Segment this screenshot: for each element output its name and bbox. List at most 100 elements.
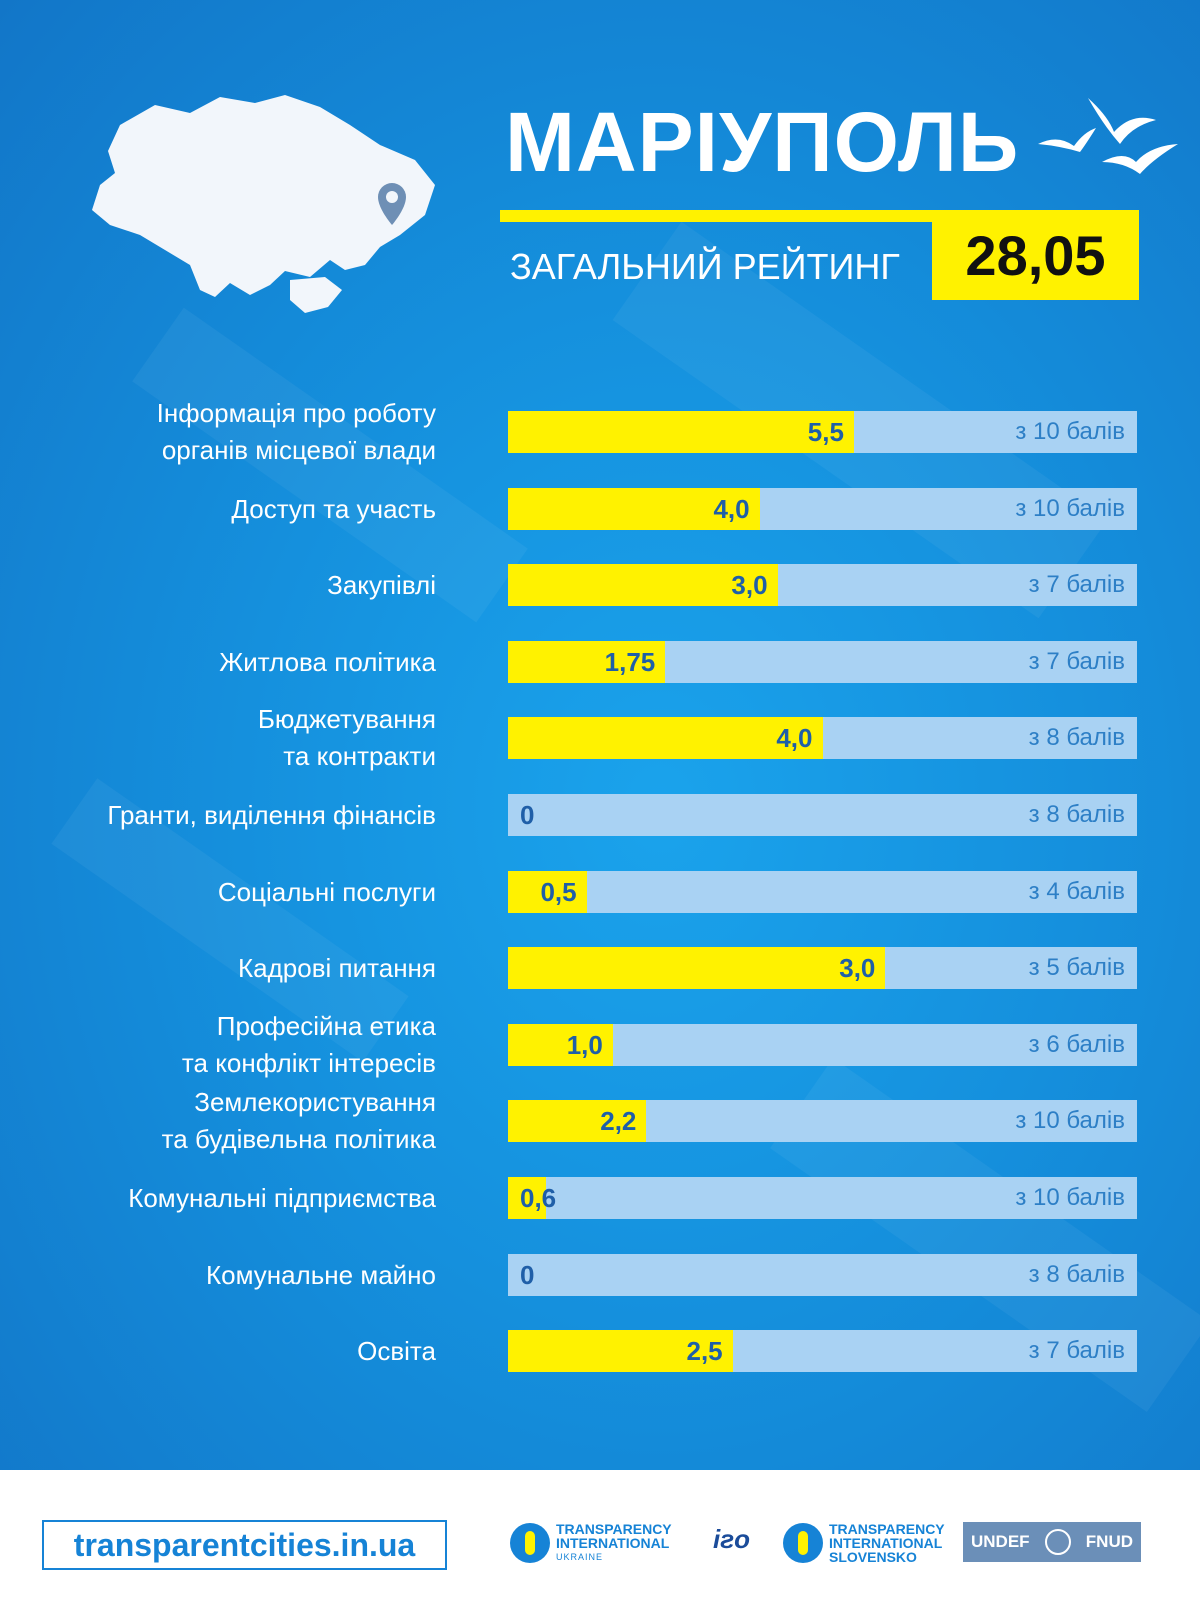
location-pin-icon	[378, 183, 406, 225]
category-label-line: Соціальні послуги	[217, 876, 436, 907]
bar-value-label: 1,75	[604, 647, 656, 677]
bar-max-label: з 8 балів	[1028, 801, 1125, 828]
rating-bar-chart: Інформація про роботу органів місцевої вл…	[0, 395, 1137, 1372]
transparency-international-slovensko-logo[interactable]: TRANSPARENCY INTERNATIONAL SLOVENSKO	[783, 1522, 945, 1564]
bar-value-label: 2,2	[600, 1106, 637, 1136]
category-label-line: та будівельна політика	[161, 1124, 436, 1154]
bar-track: 4,0 з 10 балів	[508, 488, 1137, 530]
category-label: Житлова політика	[0, 644, 436, 681]
category-label-line: Інформація про роботу	[156, 398, 436, 428]
bar	[508, 1100, 647, 1142]
category-label: Освіта	[0, 1333, 436, 1370]
category-label: Професійна етика та конфлікт інтересів	[0, 1008, 436, 1082]
ti-slovensko-line1: TRANSPARENCY	[829, 1521, 945, 1537]
category-label: Кадрові питання	[0, 950, 436, 987]
undef-left-text: UNDEF	[971, 1532, 1030, 1551]
bar-value-label: 0	[520, 800, 535, 830]
bar	[508, 1024, 613, 1066]
bar-max-label: з 10 балів	[1015, 1184, 1125, 1211]
bar-track: 3,0 з 7 балів	[508, 564, 1137, 606]
bar	[508, 488, 760, 530]
bar-max-label: з 10 балів	[1015, 418, 1125, 445]
category-label-line: Освіта	[357, 1335, 436, 1366]
category-label-line: Бюджетування	[257, 704, 436, 734]
category-label: Закупівлі	[0, 567, 436, 604]
rating-underline	[500, 210, 940, 222]
ti-slovensko-line3: SLOVENSKO	[829, 1549, 917, 1565]
category-label-line: Гранти, виділення фінансів	[107, 799, 436, 830]
bar-track: 2,2 з 10 балів	[508, 1100, 1137, 1142]
bar-track: 0 з 8 балів	[508, 1254, 1137, 1296]
bar	[508, 947, 886, 989]
ti-slovensko-line2: INTERNATIONAL	[829, 1535, 943, 1551]
bar-track: 1,0 з 6 балів	[508, 1024, 1137, 1066]
footer: transparentcities.in.ua TRANSPARENCY INT…	[0, 1470, 1200, 1615]
bar-value-label: 0,6	[520, 1183, 557, 1213]
bar-value-label: 3,0	[731, 570, 768, 600]
website-link[interactable]: transparentcities.in.ua	[42, 1520, 447, 1570]
bar-value-label: 4,0	[713, 494, 750, 524]
bar-value-label: 3,0	[839, 953, 876, 983]
category-label-line: та конфлікт інтересів	[181, 1048, 436, 1078]
category-label-line: Кадрові питання	[238, 952, 436, 983]
bar	[508, 1330, 733, 1372]
bar-track: 0,5 з 4 балів	[508, 871, 1137, 913]
ukraine-map-icon	[92, 95, 435, 313]
city-title: МАРІУПОЛЬ	[505, 95, 1020, 189]
category-label-line: Землекористування	[194, 1087, 436, 1117]
category-label: Бюджетування та контракти	[0, 701, 436, 775]
bar-track: 3,0 з 5 балів	[508, 947, 1137, 989]
category-label: Інформація про роботу органів місцевої вл…	[0, 395, 436, 469]
bar-max-label: з 7 балів	[1028, 648, 1125, 675]
un-emblem-icon	[1044, 1529, 1071, 1555]
bar-track: 0 з 8 балів	[508, 794, 1137, 836]
ti-ukraine-line3: UKRAINE	[556, 1552, 604, 1562]
bar-max-label: з 10 балів	[1015, 495, 1125, 522]
bar	[508, 1177, 546, 1219]
ti-ukraine-line2: INTERNATIONAL	[556, 1535, 670, 1551]
rating-label: ЗАГАЛЬНИЙ РЕЙТИНГ	[510, 246, 900, 287]
bar-value-label: 0,5	[540, 877, 577, 907]
category-label: Доступ та участь	[0, 491, 436, 528]
seagulls-icon	[1038, 98, 1178, 174]
category-label-line: та контракти	[283, 741, 436, 771]
category-label-line: Комунальне майно	[205, 1259, 436, 1290]
bar-value-label: 0	[520, 1260, 535, 1290]
bar-max-label: з 10 балів	[1015, 1107, 1125, 1134]
bar-max-label: з 8 балів	[1028, 724, 1125, 751]
bar-track: 4,0 з 8 балів	[508, 717, 1137, 759]
bar	[508, 564, 778, 606]
category-label-line: Комунальні підприємства	[128, 1182, 436, 1213]
category-label-line: Професійна етика	[216, 1011, 436, 1041]
category-label-line: Закупівлі	[327, 569, 436, 600]
bar-value-label: 5,5	[807, 417, 844, 447]
category-label: Комунальне майно	[0, 1257, 436, 1294]
bar-track: 1,75 з 7 балів	[508, 641, 1137, 683]
bar-track: 2,5 з 7 балів	[508, 1330, 1137, 1372]
category-label-line: органів місцевої влади	[161, 435, 436, 465]
category-label: Землекористування та будівельна політика	[0, 1084, 436, 1158]
category-label: Соціальні послуги	[0, 874, 436, 911]
bar	[508, 411, 854, 453]
transparency-international-ukraine-logo[interactable]: TRANSPARENCY INTERNATIONAL UKRAINE	[510, 1522, 672, 1564]
bar-value-label: 1,0	[566, 1030, 603, 1060]
ti-slovensko-icon	[783, 1523, 823, 1563]
bar-max-label: з 5 балів	[1028, 954, 1125, 981]
bar-max-label: з 7 балів	[1028, 1337, 1125, 1364]
bar-value-label: 2,5	[686, 1336, 723, 1366]
total-rating-value: 28,05	[932, 210, 1139, 300]
category-label-line: Житлова політика	[219, 646, 436, 677]
bar	[508, 717, 823, 759]
ti-ukraine-icon	[510, 1523, 550, 1563]
undef-logo[interactable]: UNDEF FNUD	[963, 1522, 1141, 1562]
bar-max-label: з 4 балів	[1028, 878, 1125, 905]
bar	[508, 871, 587, 913]
category-label: Гранти, виділення фінансів	[0, 797, 436, 834]
bar-max-label: з 7 балів	[1028, 571, 1125, 598]
bar-track: 5,5 з 10 балів	[508, 411, 1137, 453]
bar-value-label: 4,0	[776, 723, 813, 753]
igo-logo[interactable]: ігo	[713, 1524, 750, 1554]
ti-ukraine-line1: TRANSPARENCY	[556, 1521, 672, 1537]
category-label-line: Доступ та участь	[231, 493, 436, 524]
bar-track: 0,6 з 10 балів	[508, 1177, 1137, 1219]
